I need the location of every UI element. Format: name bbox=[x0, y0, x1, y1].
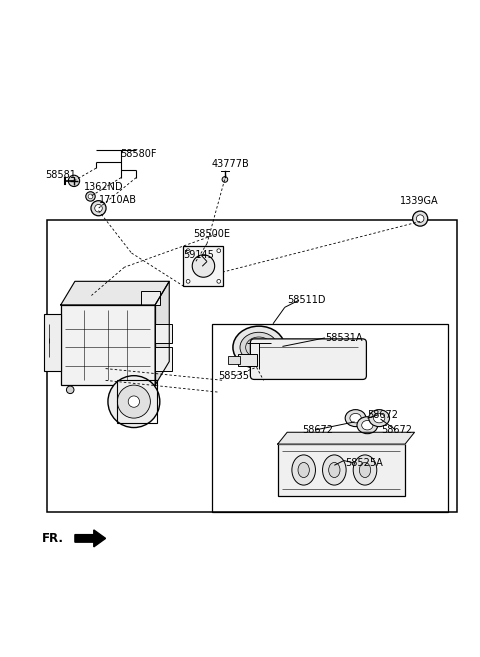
Bar bbox=[118, 380, 157, 423]
Ellipse shape bbox=[217, 279, 221, 283]
Text: 58580F: 58580F bbox=[120, 149, 156, 159]
Ellipse shape bbox=[413, 211, 428, 226]
Ellipse shape bbox=[86, 192, 95, 201]
Ellipse shape bbox=[88, 194, 93, 199]
Bar bbox=[155, 324, 172, 343]
Ellipse shape bbox=[362, 420, 373, 430]
Text: 58581: 58581 bbox=[45, 170, 76, 180]
Ellipse shape bbox=[192, 255, 215, 277]
Ellipse shape bbox=[353, 455, 377, 485]
Text: 1362ND: 1362ND bbox=[84, 182, 124, 192]
Bar bbox=[278, 444, 405, 496]
Polygon shape bbox=[61, 281, 169, 305]
Bar bbox=[47, 220, 457, 512]
Text: 59145: 59145 bbox=[183, 250, 214, 260]
Text: 43777B: 43777B bbox=[212, 160, 250, 170]
Text: 58672: 58672 bbox=[367, 410, 398, 420]
Bar bbox=[212, 324, 447, 512]
Bar bbox=[141, 291, 160, 305]
Text: 58525A: 58525A bbox=[345, 458, 383, 468]
Text: 58500E: 58500E bbox=[193, 229, 230, 239]
Bar bbox=[61, 305, 155, 385]
Ellipse shape bbox=[298, 463, 309, 478]
Ellipse shape bbox=[345, 409, 366, 426]
Text: 58531A: 58531A bbox=[325, 333, 362, 343]
Ellipse shape bbox=[360, 463, 371, 478]
Ellipse shape bbox=[329, 463, 340, 478]
Ellipse shape bbox=[350, 413, 361, 423]
Text: 58672: 58672 bbox=[302, 425, 333, 435]
Bar bbox=[44, 314, 61, 371]
Polygon shape bbox=[75, 530, 106, 547]
Text: FR.: FR. bbox=[42, 532, 64, 545]
Text: 1339GA: 1339GA bbox=[400, 196, 439, 206]
Ellipse shape bbox=[240, 332, 278, 363]
Polygon shape bbox=[155, 281, 169, 385]
Ellipse shape bbox=[186, 279, 190, 283]
Text: 58511D: 58511D bbox=[287, 295, 325, 306]
Ellipse shape bbox=[233, 326, 285, 369]
Bar bbox=[155, 348, 172, 371]
Ellipse shape bbox=[66, 386, 74, 394]
Ellipse shape bbox=[417, 215, 424, 222]
Ellipse shape bbox=[217, 249, 221, 252]
Text: 58672: 58672 bbox=[382, 425, 412, 435]
Ellipse shape bbox=[253, 342, 264, 353]
Bar bbox=[183, 246, 224, 286]
Ellipse shape bbox=[222, 177, 228, 182]
FancyBboxPatch shape bbox=[251, 339, 366, 380]
Ellipse shape bbox=[292, 455, 315, 485]
Ellipse shape bbox=[373, 413, 385, 423]
Ellipse shape bbox=[357, 417, 378, 434]
Ellipse shape bbox=[108, 376, 160, 428]
Bar bbox=[228, 356, 240, 365]
Ellipse shape bbox=[186, 249, 190, 252]
Ellipse shape bbox=[128, 396, 140, 407]
Ellipse shape bbox=[369, 409, 389, 426]
Bar bbox=[238, 354, 256, 366]
Ellipse shape bbox=[323, 455, 346, 485]
Ellipse shape bbox=[95, 204, 102, 212]
Ellipse shape bbox=[118, 385, 150, 418]
Polygon shape bbox=[278, 432, 415, 444]
Ellipse shape bbox=[91, 200, 106, 215]
Text: 58535: 58535 bbox=[218, 371, 249, 380]
Text: 1710AB: 1710AB bbox=[98, 194, 136, 205]
Ellipse shape bbox=[68, 175, 80, 187]
